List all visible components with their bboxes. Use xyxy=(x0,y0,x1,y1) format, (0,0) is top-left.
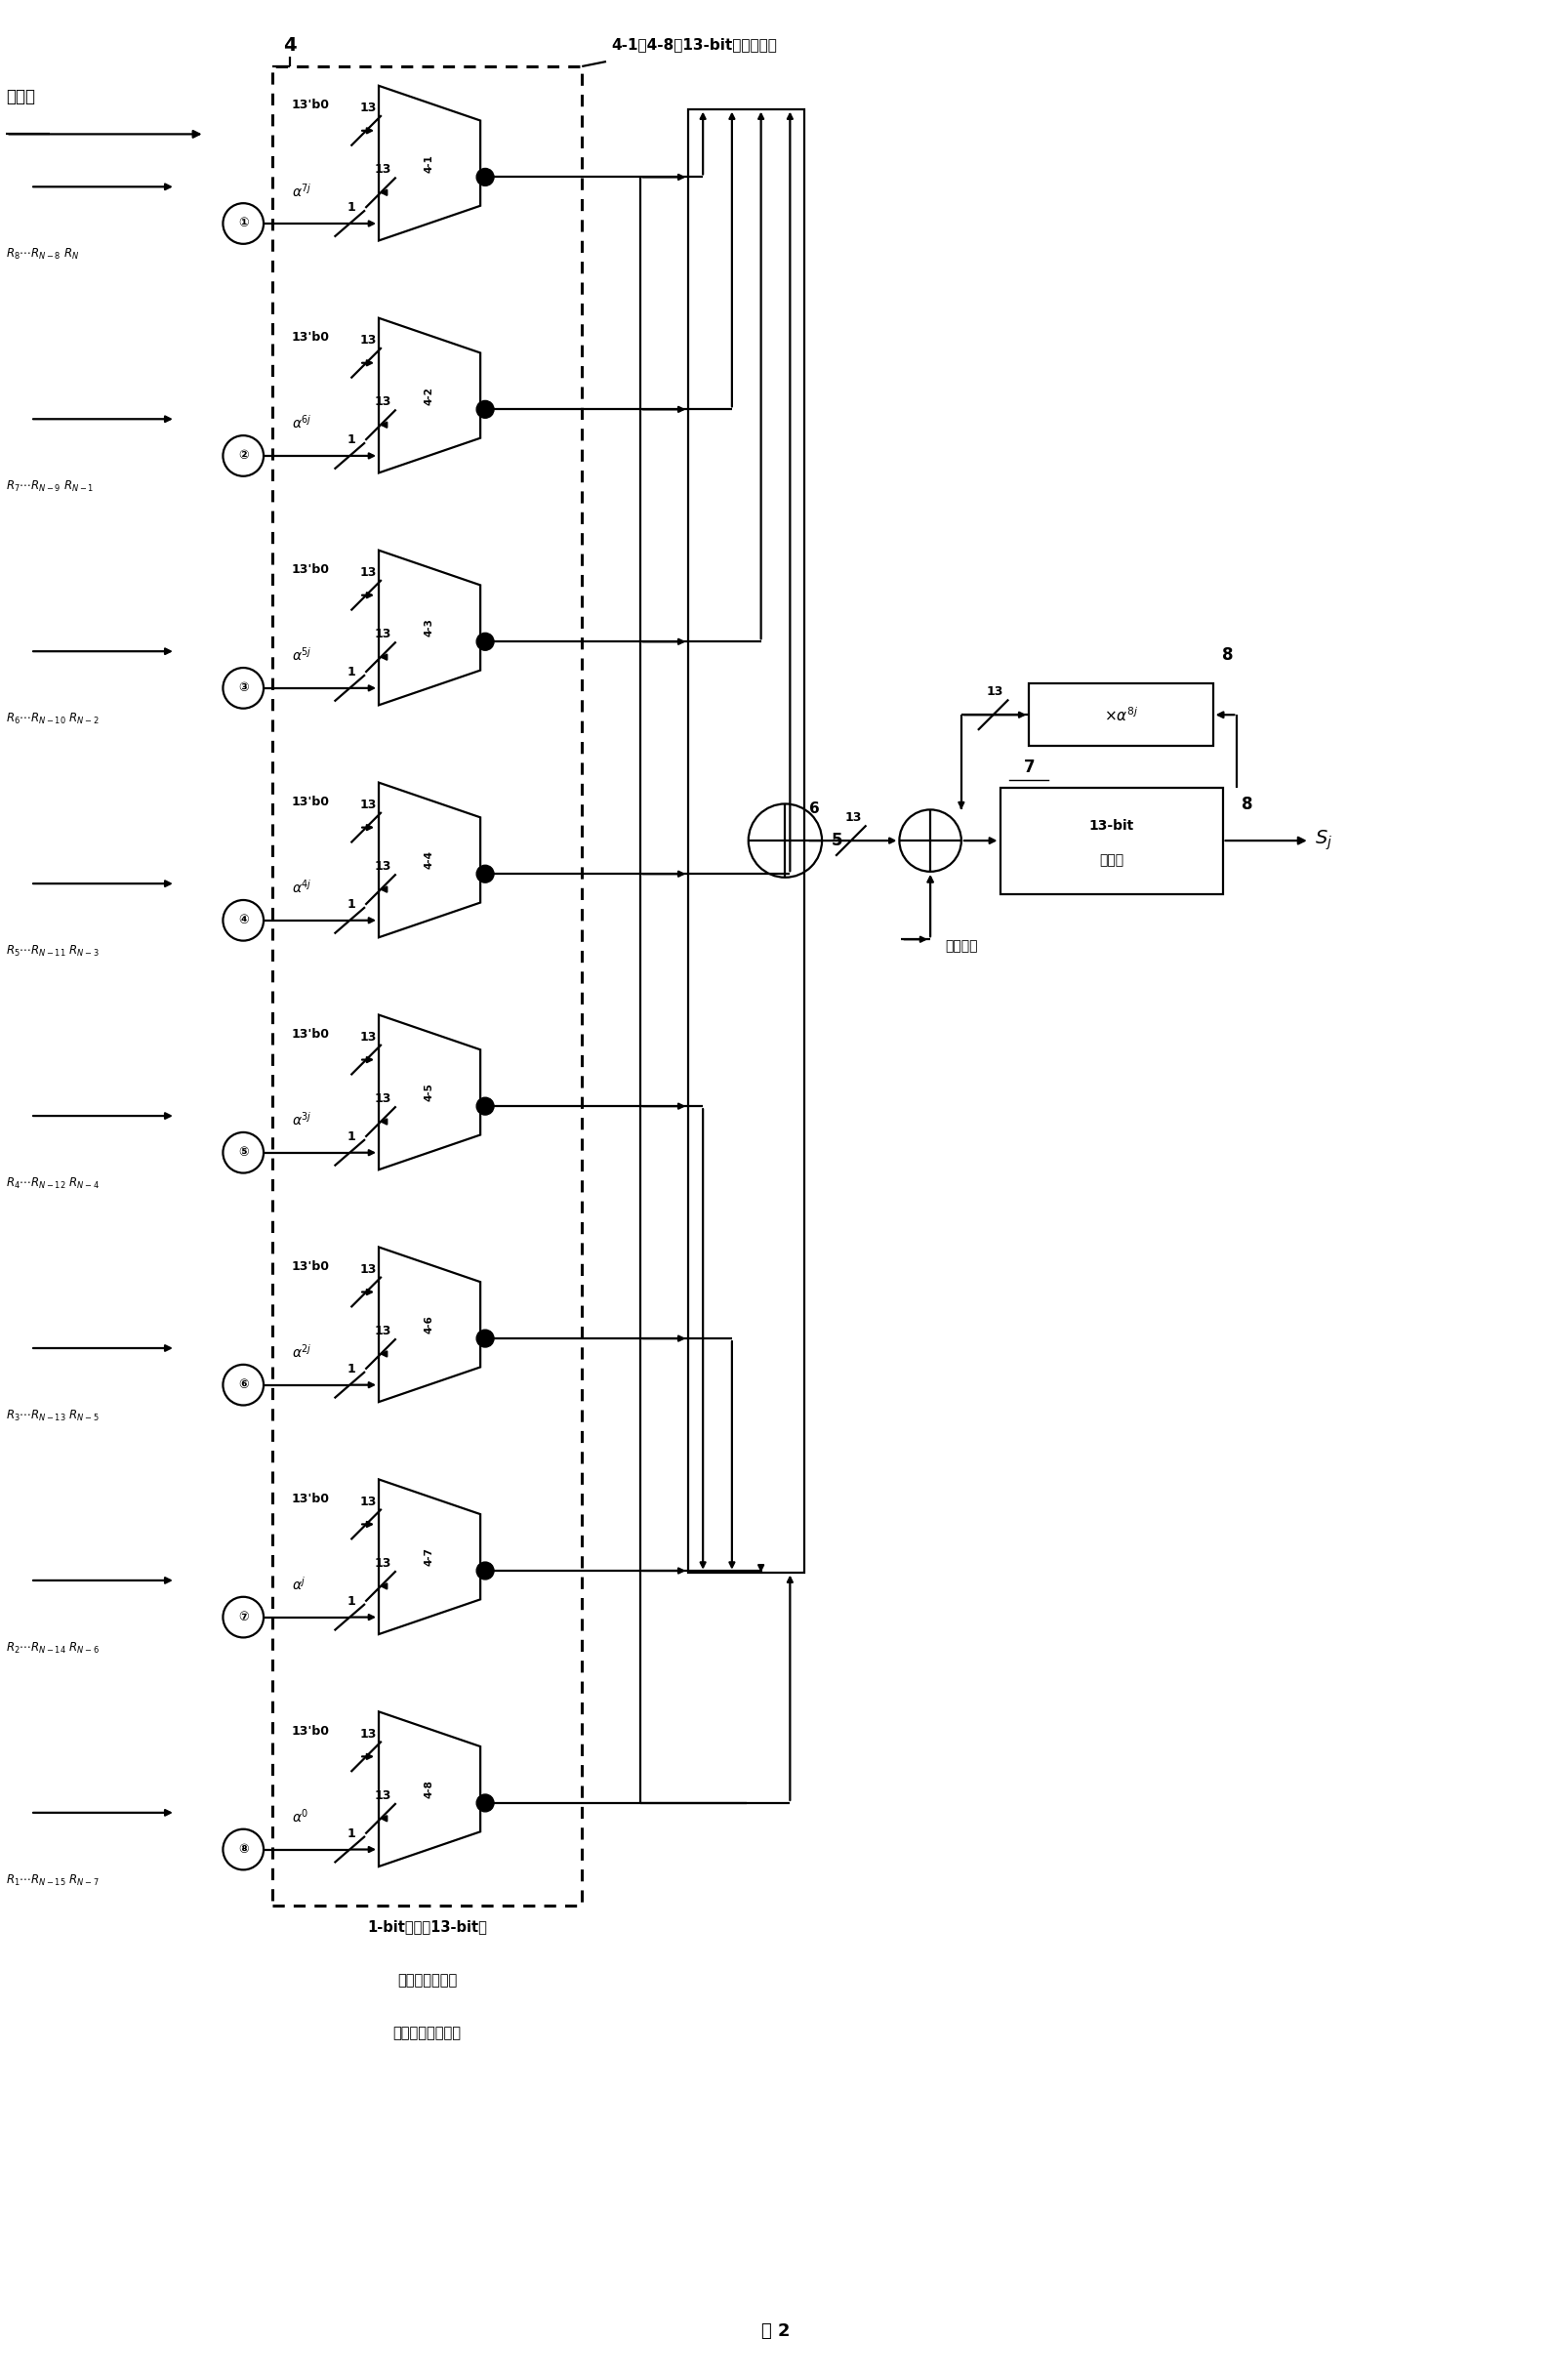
Text: 13: 13 xyxy=(360,333,377,347)
Text: 4: 4 xyxy=(284,36,296,55)
Text: 7: 7 xyxy=(1024,759,1035,776)
Text: 1: 1 xyxy=(347,1130,355,1142)
Text: 13: 13 xyxy=(360,566,377,578)
Circle shape xyxy=(476,1561,493,1580)
Text: 13: 13 xyxy=(360,1728,377,1740)
Text: 4-2: 4-2 xyxy=(423,386,434,405)
Bar xyxy=(689,109,805,1573)
Text: ③: ③ xyxy=(239,681,248,695)
Text: 1: 1 xyxy=(347,897,355,912)
Text: 8: 8 xyxy=(1242,795,1253,814)
Text: 13'b0: 13'b0 xyxy=(292,795,330,809)
Text: 13'b0: 13'b0 xyxy=(292,1492,330,1504)
Text: 6: 6 xyxy=(810,802,820,816)
Circle shape xyxy=(476,1097,493,1114)
Text: 13: 13 xyxy=(374,1557,391,1571)
Text: $\alpha^{3j}$: $\alpha^{3j}$ xyxy=(292,1111,312,1128)
Bar xyxy=(273,67,582,1906)
Text: $S_j$: $S_j$ xyxy=(1315,828,1332,852)
Text: 13'b0: 13'b0 xyxy=(292,1726,330,1737)
Circle shape xyxy=(476,633,493,650)
Text: 4-7: 4-7 xyxy=(423,1547,434,1566)
Text: 13: 13 xyxy=(360,797,377,812)
Text: 13: 13 xyxy=(374,1326,391,1338)
Text: 13: 13 xyxy=(374,1092,391,1104)
Text: 13: 13 xyxy=(986,685,1003,697)
Text: ②: ② xyxy=(239,450,248,462)
Text: 1: 1 xyxy=(347,1828,355,1840)
Text: ⑧: ⑧ xyxy=(239,1842,248,1856)
Text: 比特流: 比特流 xyxy=(6,88,36,105)
Text: 13-bit: 13-bit xyxy=(1089,819,1134,833)
Text: 5: 5 xyxy=(831,833,842,850)
Text: 1-bit变量与13-bit常: 1-bit变量与13-bit常 xyxy=(368,1921,487,1935)
Text: 4-1至4-8为13-bit双路选通器: 4-1至4-8为13-bit双路选通器 xyxy=(611,38,777,52)
Text: 13'b0: 13'b0 xyxy=(292,1028,330,1040)
Text: 寄存器: 寄存器 xyxy=(1100,852,1123,866)
Text: $R_4$$\cdots$$R_{N-12}$ $R_{N-4}$: $R_4$$\cdots$$R_{N-12}$ $R_{N-4}$ xyxy=(6,1176,99,1190)
Text: ⑥: ⑥ xyxy=(239,1378,248,1392)
Text: $R_5$$\cdots$$R_{N-11}$ $R_{N-3}$: $R_5$$\cdots$$R_{N-11}$ $R_{N-3}$ xyxy=(6,945,99,959)
Text: $\alpha^{6j}$: $\alpha^{6j}$ xyxy=(292,414,312,431)
Text: 13: 13 xyxy=(360,1264,377,1276)
Text: 图 2: 图 2 xyxy=(762,2323,789,2340)
Text: 1: 1 xyxy=(347,202,355,214)
Text: 1: 1 xyxy=(347,1595,355,1607)
Text: 13: 13 xyxy=(374,1790,391,1802)
Text: ⑦: ⑦ xyxy=(239,1611,248,1623)
Text: $R_2$$\cdots$$R_{N-14}$ $R_{N-6}$: $R_2$$\cdots$$R_{N-14}$ $R_{N-6}$ xyxy=(6,1640,99,1656)
Text: 4-4: 4-4 xyxy=(423,850,434,869)
Text: $R_3$$\cdots$$R_{N-13}$ $R_{N-5}$: $R_3$$\cdots$$R_{N-13}$ $R_{N-5}$ xyxy=(6,1409,99,1423)
Text: ④: ④ xyxy=(239,914,248,926)
Text: 4-5: 4-5 xyxy=(423,1083,434,1102)
Circle shape xyxy=(476,1795,493,1811)
Text: 13'b0: 13'b0 xyxy=(292,564,330,576)
Text: 1: 1 xyxy=(347,1361,355,1376)
Text: 13: 13 xyxy=(374,859,391,873)
Text: 13: 13 xyxy=(374,628,391,640)
Text: $R_8$$\cdots$$R_{N-8}$ $R_N$: $R_8$$\cdots$$R_{N-8}$ $R_N$ xyxy=(6,248,81,262)
Text: 4-6: 4-6 xyxy=(423,1316,434,1333)
Text: 量有限域乘法的: 量有限域乘法的 xyxy=(397,1973,458,1987)
Text: $\alpha^{5j}$: $\alpha^{5j}$ xyxy=(292,647,312,664)
Text: 1: 1 xyxy=(347,666,355,678)
Text: 13: 13 xyxy=(360,1031,377,1042)
Text: $\alpha^{j}$: $\alpha^{j}$ xyxy=(292,1576,306,1592)
Text: 13'b0: 13'b0 xyxy=(292,331,330,343)
Text: $\alpha^{7j}$: $\alpha^{7j}$ xyxy=(292,181,312,200)
Text: $\alpha^{0}$: $\alpha^{0}$ xyxy=(292,1806,309,1825)
Text: $\alpha^{2j}$: $\alpha^{2j}$ xyxy=(292,1342,312,1361)
Text: 双路选通实现结构: 双路选通实现结构 xyxy=(392,2025,461,2040)
Text: $\times\alpha^{8j}$: $\times\alpha^{8j}$ xyxy=(1104,707,1138,724)
Text: 13: 13 xyxy=(374,164,391,176)
Text: 13: 13 xyxy=(360,102,377,114)
Circle shape xyxy=(476,169,493,186)
Text: 13: 13 xyxy=(374,395,391,409)
Text: $\alpha^{4j}$: $\alpha^{4j}$ xyxy=(292,878,312,897)
Text: $R_7$$\cdots$$R_{N-9}$ $R_{N-1}$: $R_7$$\cdots$$R_{N-9}$ $R_{N-1}$ xyxy=(6,478,95,495)
Text: 13: 13 xyxy=(844,812,861,823)
Bar xyxy=(1000,788,1222,895)
Bar xyxy=(1028,683,1213,747)
Text: 时钟信号: 时钟信号 xyxy=(945,940,977,952)
Text: 13'b0: 13'b0 xyxy=(292,98,330,112)
Circle shape xyxy=(476,1330,493,1347)
Circle shape xyxy=(476,400,493,419)
Text: ⑤: ⑤ xyxy=(239,1147,248,1159)
Circle shape xyxy=(476,866,493,883)
Text: 8: 8 xyxy=(1222,647,1233,664)
Text: $R_1$$\cdots$$R_{N-15}$ $R_{N-7}$: $R_1$$\cdots$$R_{N-15}$ $R_{N-7}$ xyxy=(6,1873,99,1887)
Text: 4-3: 4-3 xyxy=(423,619,434,638)
Text: 1: 1 xyxy=(347,433,355,445)
Text: 4-1: 4-1 xyxy=(423,155,434,171)
Text: 4-8: 4-8 xyxy=(423,1780,434,1799)
Text: ①: ① xyxy=(239,217,248,231)
Text: 13: 13 xyxy=(360,1495,377,1509)
Text: 13'b0: 13'b0 xyxy=(292,1259,330,1273)
Text: $R_6$$\cdots$$R_{N-10}$ $R_{N-2}$: $R_6$$\cdots$$R_{N-10}$ $R_{N-2}$ xyxy=(6,712,99,726)
